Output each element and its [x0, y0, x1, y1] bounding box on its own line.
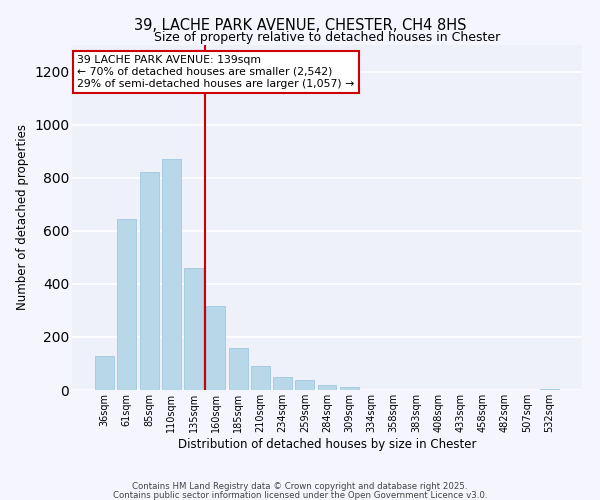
Y-axis label: Number of detached properties: Number of detached properties	[16, 124, 29, 310]
Bar	[229, 348, 248, 390]
Bar	[95, 356, 114, 390]
Title: Size of property relative to detached houses in Chester: Size of property relative to detached ho…	[154, 31, 500, 44]
Text: 39, LACHE PARK AVENUE, CHESTER, CH4 8HS: 39, LACHE PARK AVENUE, CHESTER, CH4 8HS	[134, 18, 466, 32]
Bar	[317, 384, 337, 390]
Bar	[118, 219, 136, 390]
Text: Contains public sector information licensed under the Open Government Licence v3: Contains public sector information licen…	[113, 491, 487, 500]
Bar	[273, 378, 292, 390]
Bar	[206, 306, 225, 390]
Bar	[251, 366, 270, 390]
X-axis label: Distribution of detached houses by size in Chester: Distribution of detached houses by size …	[178, 438, 476, 450]
Bar	[140, 172, 158, 390]
Text: Contains HM Land Registry data © Crown copyright and database right 2025.: Contains HM Land Registry data © Crown c…	[132, 482, 468, 491]
Bar	[184, 268, 203, 390]
Bar	[162, 159, 181, 390]
Bar	[295, 380, 314, 390]
Bar	[340, 387, 359, 390]
Text: 39 LACHE PARK AVENUE: 139sqm
← 70% of detached houses are smaller (2,542)
29% of: 39 LACHE PARK AVENUE: 139sqm ← 70% of de…	[77, 56, 355, 88]
